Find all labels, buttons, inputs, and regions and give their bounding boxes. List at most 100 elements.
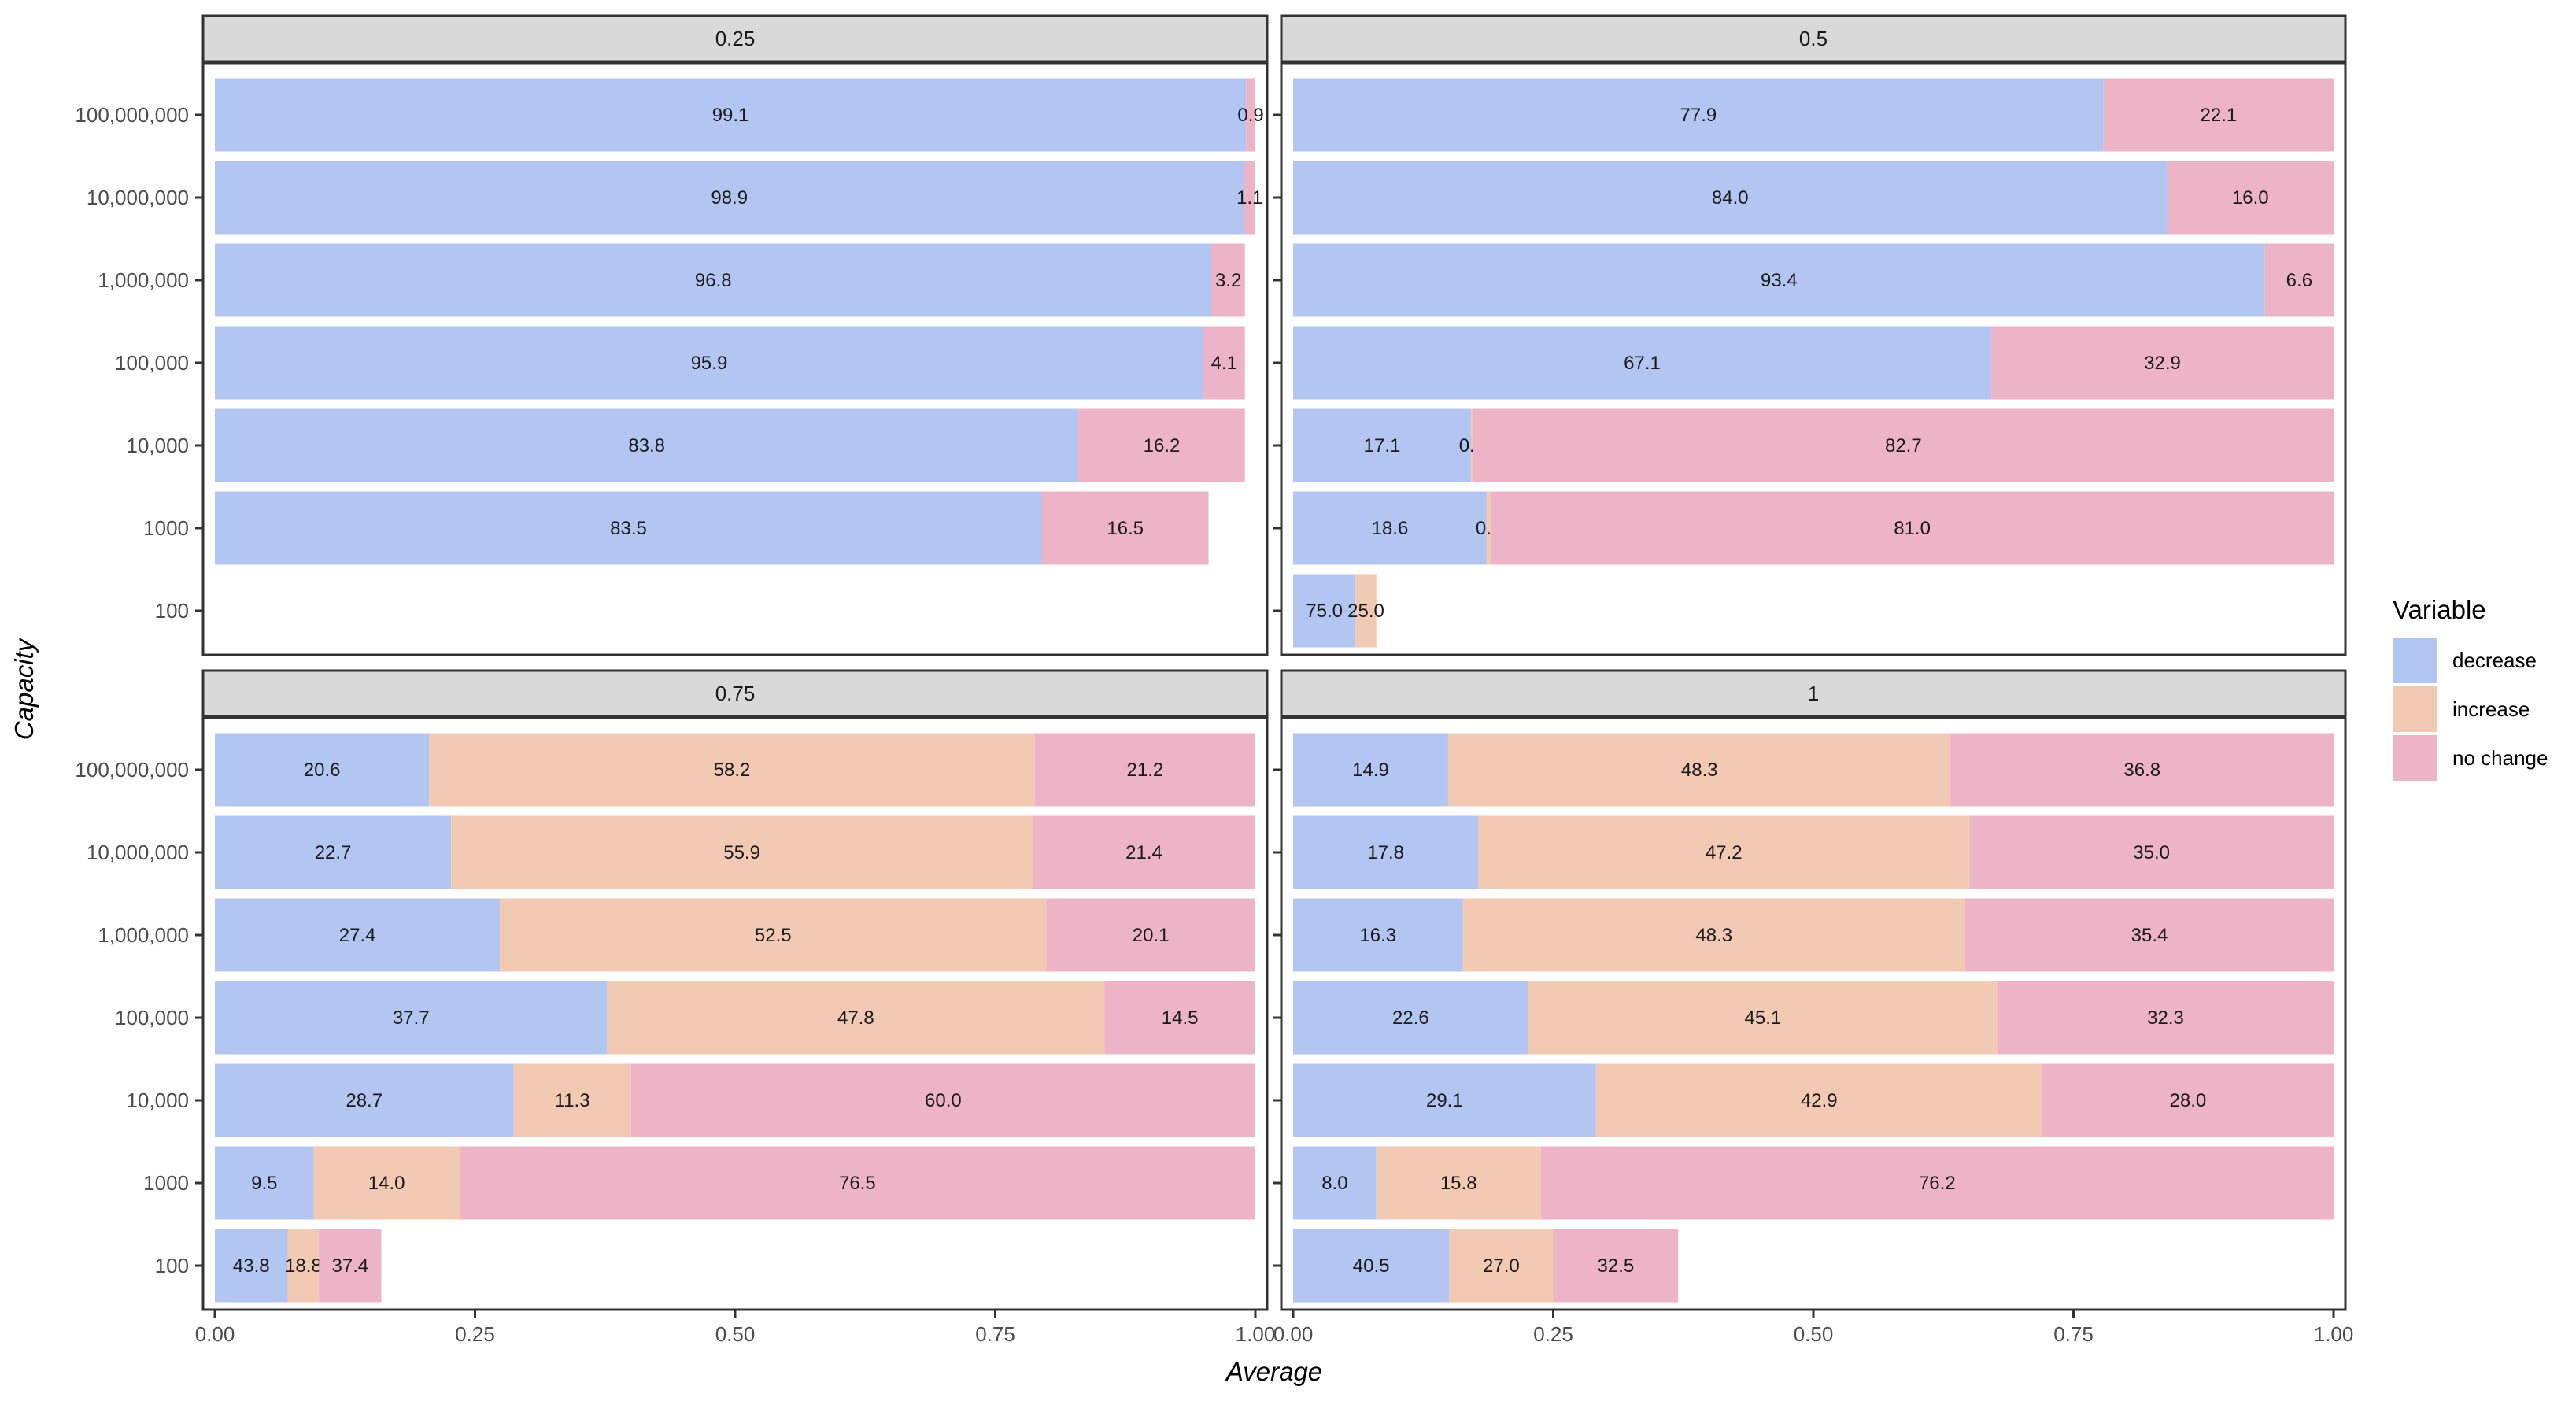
- data-label: 76.2: [1919, 1173, 1956, 1194]
- data-label: 37.4: [332, 1255, 369, 1277]
- panel-strip: [1280, 14, 2347, 63]
- bar-segment-decrease: [1293, 491, 1487, 565]
- bar-segment-increase: [429, 733, 1035, 807]
- data-label: 25.0: [1347, 601, 1384, 622]
- bar-segment-decrease: [1293, 326, 1992, 400]
- data-label: 18.6: [1372, 518, 1409, 539]
- data-label: 22.6: [1392, 1007, 1429, 1029]
- data-label: 15.8: [1440, 1173, 1477, 1194]
- x-tick-label: 0.25: [455, 1322, 495, 1346]
- panel-strip: [201, 669, 1269, 718]
- data-label: 98.9: [711, 187, 748, 209]
- data-label: 6.6: [2286, 270, 2312, 291]
- bar-segment-decrease: [215, 981, 608, 1055]
- data-label: 48.3: [1695, 925, 1732, 946]
- x-axis-title: Average: [1225, 1357, 1322, 1386]
- data-label: 82.7: [1885, 435, 1922, 457]
- panel-title: 0.25: [715, 27, 756, 50]
- y-tick-label: 100,000: [115, 1006, 189, 1029]
- bar-segment-no-change: [1473, 408, 2334, 482]
- x-tick-label: 1.00: [2314, 1322, 2354, 1346]
- data-label: 45.1: [1745, 1007, 1782, 1029]
- bar-segment-increase: [513, 1063, 631, 1137]
- y-tick-label: 10,000: [126, 1089, 189, 1112]
- legend-key-decrease: [2393, 638, 2437, 683]
- x-tick-label: 0.00: [1273, 1322, 1314, 1346]
- data-label: 17.8: [1367, 842, 1404, 863]
- y-tick-label: 1,000,000: [98, 923, 189, 947]
- data-label: 17.1: [1364, 435, 1401, 457]
- bar-segment-no-change: [459, 1146, 1255, 1220]
- y-tick-label: 100,000,000: [75, 103, 189, 127]
- bar-segment-decrease: [215, 78, 1247, 152]
- bar-segment-decrease: [215, 326, 1203, 400]
- bar-segment-decrease: [215, 491, 1042, 565]
- bar-segment-no-change: [2167, 161, 2334, 235]
- bar-segment-increase: [1355, 574, 1377, 648]
- y-tick-label: 100,000: [115, 351, 189, 375]
- data-label: 60.0: [925, 1090, 962, 1111]
- bar-segment-increase: [313, 1146, 460, 1220]
- data-label: 37.7: [393, 1007, 430, 1029]
- data-label: 14.5: [1162, 1007, 1199, 1029]
- bar-segment-decrease: [1293, 408, 1472, 482]
- data-label: 11.3: [555, 1090, 590, 1111]
- bar-segment-increase: [607, 981, 1105, 1055]
- bar-segment-no-change: [1211, 243, 1245, 317]
- bar-segment-increase: [451, 815, 1033, 889]
- data-label: 0.9: [1237, 105, 1263, 126]
- bar-segment-no-change: [1078, 408, 1245, 482]
- x-tick-label: 0.75: [2053, 1322, 2094, 1346]
- bar-segment-decrease: [1293, 815, 1479, 889]
- bar-segment-decrease: [1293, 243, 2265, 317]
- bar-segment-decrease: [1293, 898, 1463, 972]
- legend: Variable decrease increase no change: [2393, 595, 2548, 781]
- data-label: 21.2: [1127, 760, 1164, 781]
- legend-label: no change: [2452, 746, 2548, 770]
- bar-segment-no-change: [1041, 491, 1209, 565]
- bar-segment-no-change: [1991, 326, 2334, 400]
- x-tick-label: 0.50: [1794, 1322, 1834, 1346]
- bar-segment-decrease: [215, 1229, 288, 1303]
- bar-segment-increase: [1478, 815, 1970, 889]
- bar-segment-decrease: [1293, 574, 1356, 648]
- data-label: 96.8: [695, 270, 732, 291]
- data-label: 36.8: [2123, 760, 2160, 781]
- panel-strip: [201, 14, 1269, 63]
- data-label: 29.1: [1426, 1090, 1463, 1111]
- bar-segment-increase: [1528, 981, 1998, 1055]
- data-label: 27.0: [1483, 1255, 1520, 1277]
- panel-2: 0.75 20.6 58.2 21.2 22.7 55.9 21.4 27.4 52.5 20.1…: [75, 669, 1275, 1346]
- y-tick-label: 1000: [143, 516, 189, 540]
- data-label: 16.2: [1144, 435, 1181, 457]
- data-label: 47.8: [837, 1007, 874, 1029]
- bar-segment-no-change: [2103, 78, 2334, 152]
- bar-segment-decrease: [1293, 733, 1448, 807]
- panel-title: 0.75: [715, 682, 756, 705]
- x-tick-label: 0.25: [1533, 1322, 1573, 1346]
- bar-segment-no-change: [1246, 78, 1255, 152]
- bar-segment-decrease: [1293, 78, 2104, 152]
- data-label: 8.0: [1321, 1173, 1347, 1194]
- bar-segment-decrease: [215, 898, 501, 972]
- y-tick-label: 100: [155, 1254, 189, 1277]
- data-label: 27.4: [339, 925, 376, 946]
- panel-title: 1: [1808, 682, 1819, 705]
- y-tick-label: 10,000,000: [87, 841, 189, 864]
- data-label: 21.4: [1125, 842, 1162, 863]
- bar-segment-no-change: [2264, 243, 2334, 317]
- data-label: 40.5: [1353, 1255, 1390, 1277]
- bar-segment-no-change: [1104, 981, 1255, 1055]
- bar-segment-no-change: [630, 1063, 1255, 1137]
- panel-0: 0.25 99.1 0.9 98.9 1.1 96.8 3.2 95.9 4.1 83.8 16.2…: [75, 14, 1269, 656]
- data-label: 16.5: [1107, 518, 1144, 539]
- data-label: 83.5: [610, 518, 647, 539]
- panel-strip: [1280, 669, 2347, 718]
- panel-3: 1 14.9 48.3 36.8 17.8 47.2 35.0 16.3 48.3 35.4 22.…: [1273, 669, 2354, 1346]
- data-label: 48.3: [1681, 760, 1718, 781]
- bar-segment-no-change: [1540, 1146, 2334, 1220]
- bar-segment-no-change: [1969, 815, 2334, 889]
- bar-segment-no-change: [1034, 733, 1255, 807]
- data-label: 28.7: [346, 1090, 383, 1111]
